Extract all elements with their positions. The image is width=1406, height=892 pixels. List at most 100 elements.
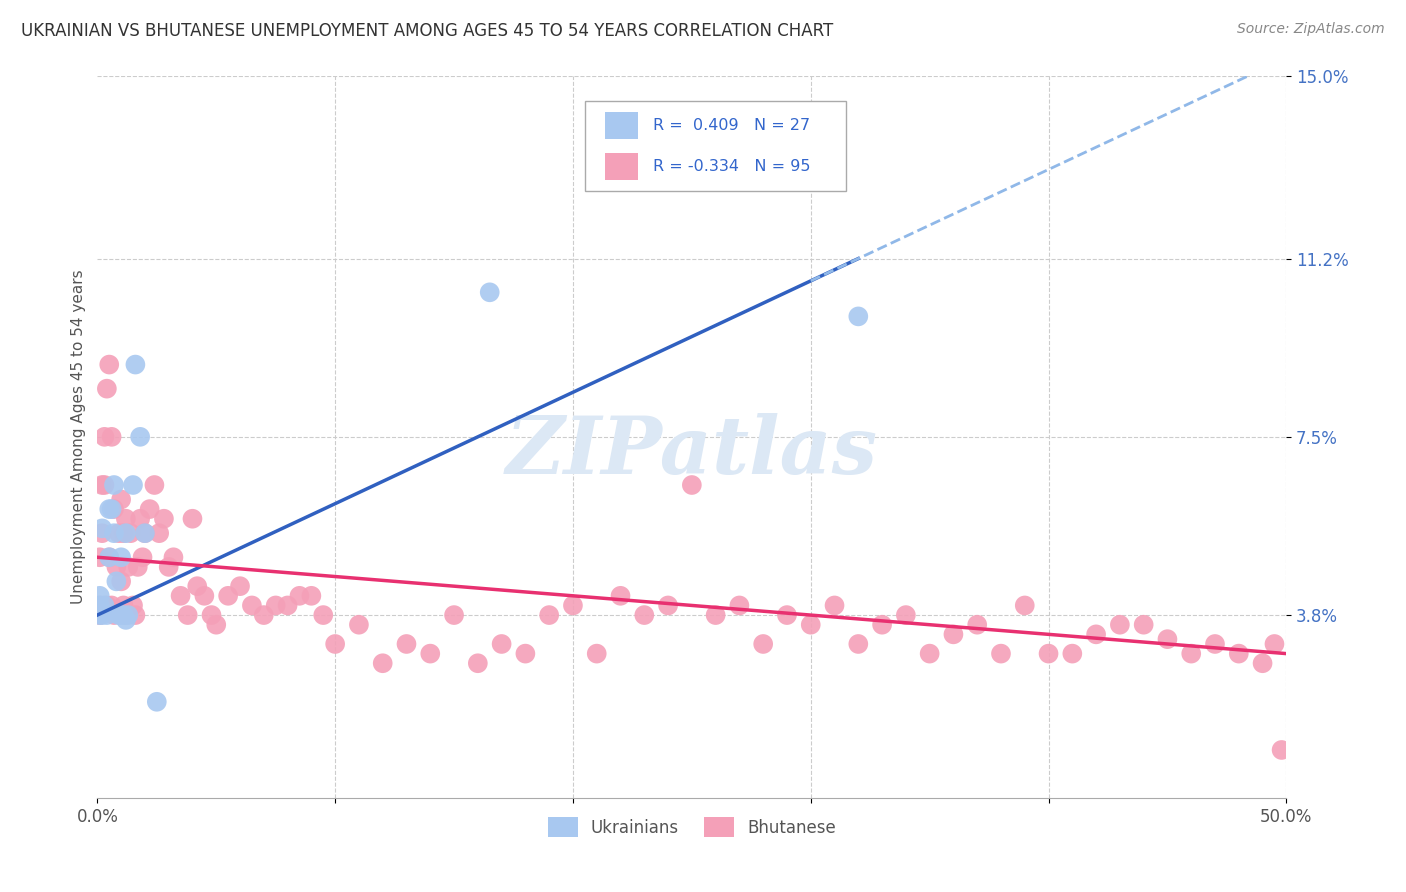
Point xyxy=(162,550,184,565)
Point xyxy=(277,599,299,613)
Point xyxy=(89,608,111,623)
Point xyxy=(91,478,114,492)
Point xyxy=(1062,647,1084,661)
Point xyxy=(129,430,152,444)
Point xyxy=(122,599,145,613)
Point xyxy=(98,502,121,516)
Y-axis label: Unemployment Among Ages 45 to 54 years: Unemployment Among Ages 45 to 54 years xyxy=(72,269,86,604)
Point xyxy=(157,560,180,574)
Point xyxy=(1180,647,1202,661)
Text: R =  0.409   N = 27: R = 0.409 N = 27 xyxy=(652,118,810,133)
Point xyxy=(112,526,135,541)
Point xyxy=(1038,647,1060,661)
Point xyxy=(776,608,799,623)
Point xyxy=(122,478,145,492)
Point xyxy=(103,502,125,516)
FancyBboxPatch shape xyxy=(585,101,846,191)
Point xyxy=(870,617,893,632)
Point xyxy=(112,608,135,623)
Point xyxy=(1227,647,1250,661)
Point xyxy=(169,589,191,603)
Point xyxy=(177,608,200,623)
Point xyxy=(585,647,607,661)
Point xyxy=(115,526,138,541)
Point xyxy=(918,647,941,661)
Legend: Ukrainians, Bhutanese: Ukrainians, Bhutanese xyxy=(541,810,842,844)
Point xyxy=(98,550,121,565)
Point xyxy=(419,647,441,661)
Point xyxy=(100,502,122,516)
Point xyxy=(134,526,156,541)
Point xyxy=(1014,599,1036,613)
Point xyxy=(89,550,111,565)
Point xyxy=(347,617,370,632)
Point xyxy=(110,492,132,507)
Point xyxy=(395,637,418,651)
Text: UKRAINIAN VS BHUTANESE UNEMPLOYMENT AMONG AGES 45 TO 54 YEARS CORRELATION CHART: UKRAINIAN VS BHUTANESE UNEMPLOYMENT AMON… xyxy=(21,22,834,40)
Point xyxy=(107,608,129,623)
Point xyxy=(93,478,115,492)
Point xyxy=(153,512,176,526)
Point xyxy=(117,608,139,623)
Point xyxy=(148,526,170,541)
Point xyxy=(467,657,489,671)
Point xyxy=(96,599,118,613)
Point xyxy=(824,599,846,613)
Point xyxy=(200,608,222,623)
Point xyxy=(371,657,394,671)
Point xyxy=(1271,743,1294,757)
Point xyxy=(105,560,128,574)
Point xyxy=(89,599,111,613)
Point xyxy=(89,599,111,613)
Point xyxy=(478,285,501,300)
Point xyxy=(846,637,869,651)
Point xyxy=(98,550,121,565)
Point xyxy=(138,502,160,516)
Point xyxy=(515,647,537,661)
Point xyxy=(1132,617,1154,632)
Point xyxy=(110,608,132,623)
Point xyxy=(181,512,204,526)
Point xyxy=(193,589,215,603)
Point xyxy=(657,599,679,613)
Point xyxy=(134,526,156,541)
Point xyxy=(846,310,869,324)
Point xyxy=(538,608,561,623)
Point xyxy=(229,579,252,593)
Point xyxy=(131,550,153,565)
Point xyxy=(98,358,121,372)
Point xyxy=(146,695,169,709)
Point xyxy=(96,382,118,396)
Point xyxy=(124,608,146,623)
Point xyxy=(1263,637,1285,651)
Point xyxy=(93,599,115,613)
Point xyxy=(91,608,114,623)
Point xyxy=(115,613,138,627)
Point xyxy=(124,358,146,372)
Point xyxy=(127,560,149,574)
Point xyxy=(312,608,335,623)
Point xyxy=(93,430,115,444)
Point xyxy=(728,599,751,613)
FancyBboxPatch shape xyxy=(605,153,638,180)
Point xyxy=(491,637,513,651)
Point xyxy=(112,599,135,613)
Point xyxy=(942,627,965,641)
Point xyxy=(1156,632,1178,647)
Point xyxy=(990,647,1012,661)
Point xyxy=(681,478,703,492)
Point xyxy=(800,617,823,632)
Point xyxy=(143,478,166,492)
Point xyxy=(443,608,465,623)
Point xyxy=(562,599,585,613)
Point xyxy=(103,478,125,492)
Point xyxy=(288,589,311,603)
Point xyxy=(966,617,988,632)
Point xyxy=(752,637,775,651)
Point xyxy=(91,526,114,541)
Point xyxy=(704,608,727,623)
Point xyxy=(186,579,208,593)
Point xyxy=(264,599,287,613)
Point xyxy=(1204,637,1226,651)
Point xyxy=(96,608,118,623)
